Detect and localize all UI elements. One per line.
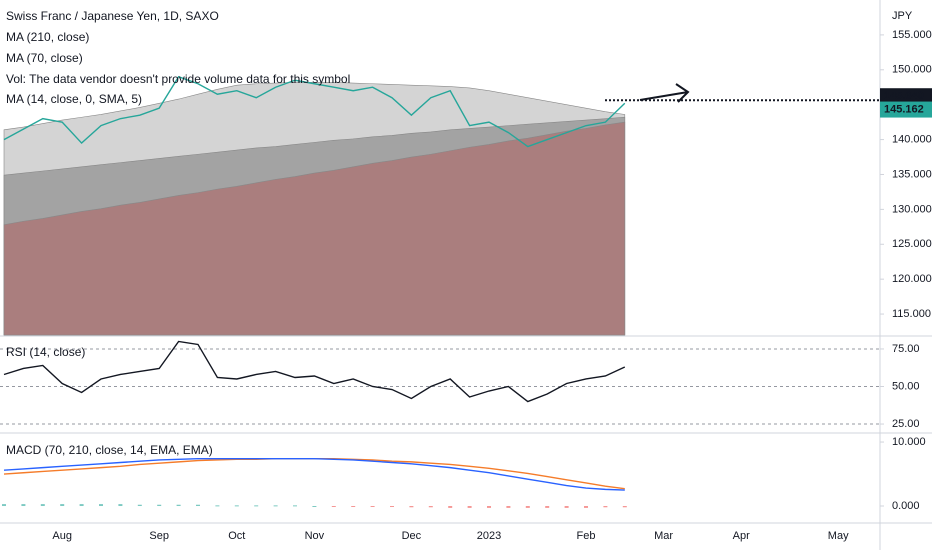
histogram-bar <box>312 506 317 508</box>
x-tick-label: Oct <box>228 530 245 542</box>
x-tick-label: May <box>828 530 849 542</box>
histogram-bar <box>293 505 297 507</box>
histogram-bar <box>487 506 491 508</box>
plots <box>0 75 880 508</box>
arrow-drawing <box>639 83 690 103</box>
histogram-bar <box>351 506 356 508</box>
y-tick-label: 140.000 <box>892 133 932 145</box>
histogram-bar <box>254 505 259 507</box>
legend-entry: MA (14, close, 0, SMA, 5) <box>6 92 142 106</box>
pane-title: RSI (14, close) <box>6 345 85 359</box>
histogram-bar <box>331 506 336 508</box>
y-tick-label: 50.00 <box>892 380 920 392</box>
currency-label: JPY <box>892 10 913 22</box>
histogram-bar <box>60 504 65 507</box>
y-tick-label: 0.000 <box>892 500 920 512</box>
x-tick-label: Feb <box>577 530 596 542</box>
ma-area <box>3 121 626 336</box>
x-tick-label: Nov <box>305 530 325 542</box>
histogram-bar <box>603 506 608 508</box>
y-tick-label: 130.000 <box>892 203 932 215</box>
y-tick-label: 120.000 <box>892 273 932 285</box>
pane-title: MACD (70, 210, close, 14, EMA, EMA) <box>6 443 213 457</box>
histogram-bar <box>99 504 103 507</box>
series-line <box>3 457 625 491</box>
histogram-bar <box>467 506 472 508</box>
x-tick-label: Apr <box>733 530 750 542</box>
histogram-bar <box>21 504 26 507</box>
histogram-bar <box>390 506 394 508</box>
histogram-bar <box>525 506 530 508</box>
histogram-bar <box>157 504 162 507</box>
histogram-bar <box>506 506 511 508</box>
histogram-bar <box>196 504 200 507</box>
y-tick-label: 75.00 <box>892 343 920 355</box>
series-line <box>3 457 625 490</box>
histogram-bar <box>564 506 569 508</box>
price-tag <box>880 88 932 105</box>
y-tick-label: 155.000 <box>892 29 932 41</box>
price-tag-label: 145.162 <box>884 103 924 115</box>
x-tick-label: Dec <box>402 530 422 542</box>
histogram-bar <box>118 504 123 507</box>
histogram-bar <box>545 506 550 508</box>
y-tick-label: 25.00 <box>892 418 920 430</box>
price-tag <box>880 101 932 118</box>
histogram-bar <box>370 506 375 508</box>
y-tick-label: 10.000 <box>892 436 926 448</box>
series-line <box>3 340 626 403</box>
histogram-bar <box>234 505 239 507</box>
histogram-bar <box>622 506 627 508</box>
annotation: Vol: The data vendor doesn't provide vol… <box>6 72 350 86</box>
series-line <box>3 75 626 148</box>
histogram-bar <box>428 506 433 508</box>
y-tick-label: 115.000 <box>892 308 931 320</box>
chart-title: Swiss Franc / Japanese Yen, 1D, SAXO <box>6 9 219 23</box>
histogram-bar <box>2 504 6 507</box>
histogram-bar <box>273 505 278 507</box>
histogram-bar <box>448 506 453 508</box>
x-tick-label: Aug <box>52 530 72 542</box>
x-tick-label: Mar <box>654 530 673 542</box>
histogram-bar <box>215 505 220 507</box>
histogram-bar <box>40 504 45 507</box>
x-tick-label: Sep <box>149 530 169 542</box>
x-tick-label: 2023 <box>477 530 501 542</box>
y-tick-label: 150.000 <box>892 64 932 76</box>
histogram-bar <box>137 504 142 507</box>
histogram-bar <box>584 506 588 508</box>
histogram-bar <box>409 506 414 508</box>
y-tick-label: 125.000 <box>892 238 932 250</box>
price-tag-label: 145.640 <box>884 90 924 102</box>
legend-entry: MA (70, close) <box>6 51 83 65</box>
histogram-bar <box>176 504 181 507</box>
y-tick-label: 135.000 <box>892 168 932 180</box>
legend-entry: MA (210, close) <box>6 30 89 44</box>
histogram-bar <box>79 504 84 507</box>
